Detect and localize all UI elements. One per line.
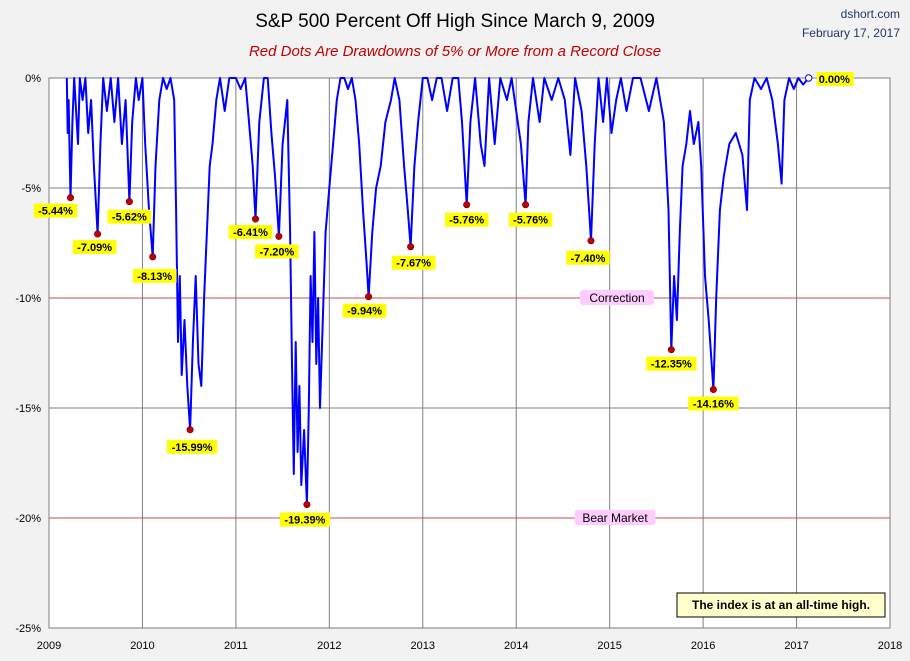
drawdown-label-bg bbox=[444, 212, 489, 227]
drawdown-label: -7.40% bbox=[571, 253, 606, 265]
drawdown-label-bg bbox=[255, 244, 299, 259]
drawdown-dot bbox=[303, 501, 311, 509]
y-tick-label: -15% bbox=[15, 403, 41, 415]
drawdown-dot bbox=[463, 201, 471, 209]
current-label-bg bbox=[816, 72, 854, 86]
drawdown-markers: -5.44% -7.09% -5.62% -8.13% -15.99% -6.41% -7.… bbox=[33, 72, 854, 527]
drawdown-label-bg bbox=[167, 439, 218, 454]
drawdown-label: -15.99% bbox=[172, 442, 213, 454]
x-tick-label: 2013 bbox=[411, 640, 435, 652]
threshold-label: Bear Market bbox=[582, 511, 648, 525]
note-box-frame bbox=[676, 592, 886, 618]
plot-area bbox=[48, 77, 891, 629]
chart-subtitle: Red Dots Are Drawdowns of 5% or More fro… bbox=[249, 43, 661, 60]
y-tick-label: -5% bbox=[21, 183, 41, 195]
drawdown-label: -5.76% bbox=[513, 215, 548, 227]
drawdown-label-bg bbox=[646, 356, 697, 371]
drawdown-dot bbox=[252, 215, 260, 223]
drawdown-label: -7.67% bbox=[396, 258, 431, 270]
note-box: The index is at an all-time high. bbox=[676, 592, 886, 618]
drawdown-label-bg bbox=[228, 225, 273, 240]
drawdown-label: -5.76% bbox=[449, 215, 484, 227]
drawdown-dot bbox=[709, 386, 717, 394]
threshold-label-bg bbox=[580, 290, 654, 305]
drawdown-label-bg bbox=[566, 250, 610, 265]
drawdown-dot bbox=[667, 346, 675, 354]
drawdown-dot bbox=[365, 293, 373, 301]
drawdown-label-bg bbox=[132, 268, 177, 283]
x-tick-label: 2011 bbox=[224, 640, 248, 652]
x-tick-label: 2012 bbox=[317, 640, 341, 652]
drawdown-label-bg bbox=[391, 255, 436, 270]
x-tick-label: 2015 bbox=[597, 640, 621, 652]
x-tick-label: 2014 bbox=[504, 640, 528, 652]
current-point bbox=[805, 74, 813, 82]
x-tick-label: 2009 bbox=[37, 640, 61, 652]
drawdown-label: -5.62% bbox=[112, 212, 147, 224]
x-tick-label: 2010 bbox=[130, 640, 154, 652]
x-tick-label: 2018 bbox=[878, 640, 902, 652]
drawdown-dot bbox=[149, 253, 157, 261]
x-tick-label: 2016 bbox=[691, 640, 715, 652]
drawdown-dot bbox=[522, 201, 530, 209]
date-label: February 17, 2017 bbox=[802, 26, 900, 40]
drawdown-label-bg bbox=[33, 203, 78, 218]
drawdown-dot bbox=[587, 237, 595, 245]
y-tick-label: -20% bbox=[15, 513, 41, 525]
x-tick-label: 2017 bbox=[784, 640, 808, 652]
drawdown-label-bg bbox=[279, 512, 331, 527]
drawdown-dot bbox=[66, 194, 74, 202]
drawdown-dot bbox=[275, 232, 283, 240]
threshold-lines: Correction Bear Market bbox=[49, 290, 890, 525]
drawdown-label: -19.39% bbox=[284, 515, 325, 527]
drawdown-dot bbox=[94, 230, 102, 238]
drawdown-label: -6.41% bbox=[233, 227, 268, 239]
drawdown-label-bg bbox=[342, 303, 387, 318]
drawdown-label: -5.44% bbox=[38, 206, 73, 218]
chart-title: S&P 500 Percent Off High Since March 9, … bbox=[255, 11, 655, 32]
drawdown-label-bg bbox=[688, 396, 739, 411]
drawdown-label: -8.13% bbox=[137, 271, 172, 283]
y-tick-label: -25% bbox=[15, 623, 41, 635]
drawdown-label-bg bbox=[107, 209, 152, 224]
source-label: dshort.com bbox=[841, 7, 900, 21]
drawdown-label-bg bbox=[72, 239, 117, 254]
y-tick-label: -10% bbox=[15, 293, 41, 305]
threshold-label: Correction bbox=[589, 291, 644, 305]
note-text: The index is at an all-time high. bbox=[692, 598, 870, 612]
current-label: 0.00% bbox=[819, 74, 850, 86]
drawdown-label-bg bbox=[508, 212, 553, 227]
axes: 0% -5% -10% -15% -20% -25% 2009 2010 2011 2012 201… bbox=[15, 73, 902, 652]
drawdown-dot bbox=[407, 243, 415, 251]
drawdown-label: -7.09% bbox=[77, 242, 112, 254]
drawdown-label: -12.35% bbox=[651, 359, 692, 371]
drawdown-label: -9.94% bbox=[347, 306, 382, 318]
drawdown-label: -7.20% bbox=[259, 246, 294, 258]
drawdown-dot bbox=[186, 426, 194, 434]
drawdown-dot bbox=[125, 198, 133, 206]
threshold-label-bg bbox=[574, 510, 656, 525]
y-tick-label: 0% bbox=[25, 73, 41, 85]
drawdown-label: -14.16% bbox=[693, 399, 734, 411]
